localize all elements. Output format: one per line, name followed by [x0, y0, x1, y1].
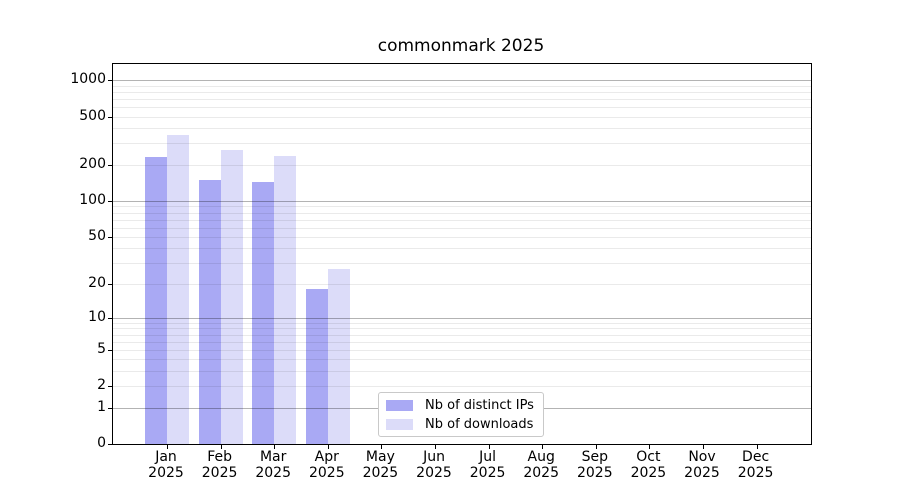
legend-swatch-downloads — [386, 418, 413, 430]
grid-line-minor — [113, 236, 811, 238]
grid-line-minor — [113, 263, 811, 265]
grid-line-minor — [113, 248, 811, 250]
y-tick-label: 0 — [97, 435, 106, 451]
y-tick-label: 1000 — [70, 71, 106, 88]
grid-line-minor — [113, 227, 811, 229]
grid-line-minor — [113, 322, 811, 324]
y-tick-mark — [108, 164, 113, 166]
x-tick-label-dec: Dec 2025 — [737, 449, 774, 481]
grid-line-minor — [113, 328, 811, 330]
grid-line-minor — [113, 116, 811, 118]
grid-line-minor — [113, 85, 811, 87]
y-tick-label: 1 — [97, 398, 106, 415]
y-tick-mark — [108, 349, 113, 351]
y-tick-mark — [108, 80, 113, 82]
grid-line-minor — [113, 206, 811, 208]
y-tick-mark — [108, 317, 113, 319]
bar-downloads-jan — [167, 134, 189, 444]
chart-title: commonmark 2025 — [377, 36, 545, 56]
grid-line-minor — [113, 359, 811, 361]
x-tick-label-aug: Aug 2025 — [523, 449, 559, 481]
bar-downloads-apr — [327, 268, 350, 444]
grid-line-major — [113, 80, 811, 82]
grid-line-minor — [113, 283, 811, 285]
x-tick-label-apr: Apr 2025 — [308, 449, 345, 481]
legend-item-downloads: Nb of downloads — [386, 417, 543, 432]
x-tick-mark — [703, 445, 704, 449]
bar-distinct-ips-mar — [252, 181, 275, 444]
x-tick-mark — [595, 445, 597, 449]
grid-line-minor — [113, 106, 811, 108]
x-tick-label-nov: Nov 2025 — [684, 449, 720, 481]
bar-downloads-mar — [274, 155, 297, 444]
x-tick-label-oct: Oct 2025 — [630, 449, 667, 481]
x-tick-mark — [649, 445, 651, 449]
bar-distinct-ips-apr — [305, 288, 328, 444]
x-tick-label-mar: Mar 2025 — [255, 449, 291, 481]
legend-item-distinct-ips: Nb of distinct IPs — [386, 398, 543, 413]
grid-line-minor — [113, 386, 811, 388]
x-tick-label-sep: Sep 2025 — [576, 449, 613, 481]
grid-line-minor — [113, 164, 811, 166]
x-tick-label-jan: Jan 2025 — [148, 449, 184, 481]
grid-line-minor — [113, 212, 811, 214]
x-tick-mark — [488, 445, 490, 449]
y-tick-mark — [108, 283, 113, 285]
x-tick-label-jul: Jul 2025 — [469, 449, 506, 481]
grid-line-minor — [113, 91, 811, 93]
legend: Nb of distinct IPs Nb of downloads — [378, 392, 544, 437]
y-tick-label: 200 — [79, 155, 106, 172]
bar-downloads-feb — [220, 149, 243, 444]
grid-line-minor — [113, 341, 811, 343]
legend-swatch-distinct-ips — [386, 399, 413, 411]
grid-line-minor — [113, 98, 811, 100]
x-tick-mark — [542, 445, 544, 449]
y-tick-mark — [108, 116, 113, 118]
x-tick-mark — [220, 445, 222, 449]
x-tick-mark — [381, 445, 383, 449]
x-tick-mark — [274, 445, 276, 449]
x-tick-mark — [435, 445, 436, 449]
y-tick-label: 50 — [88, 227, 106, 244]
grid-line-minor — [113, 219, 811, 221]
grid-line-minor — [113, 371, 811, 372]
grid-line-minor — [113, 349, 811, 351]
x-tick-label-jun: Jun 2025 — [416, 449, 452, 481]
y-tick-mark — [108, 444, 113, 445]
y-tick-label: 500 — [79, 107, 106, 124]
y-tick-mark — [108, 407, 113, 409]
y-tick-label: 10 — [88, 308, 106, 325]
y-tick-label: 2 — [97, 377, 106, 394]
grid-line-major — [113, 200, 811, 202]
x-tick-label-feb: Feb 2025 — [201, 449, 238, 481]
x-tick-mark — [327, 445, 329, 449]
y-tick-mark — [108, 236, 113, 238]
grid-line-minor — [113, 334, 811, 336]
x-tick-mark — [167, 445, 168, 449]
y-tick-mark — [108, 386, 113, 388]
legend-label-distinct-ips: Nb of distinct IPs — [425, 397, 534, 413]
plot-area — [108, 63, 812, 449]
legend-label-downloads: Nb of downloads — [425, 416, 534, 432]
bar-distinct-ips-jan — [145, 157, 167, 444]
y-tick-label: 20 — [88, 274, 106, 291]
y-tick-label: 5 — [97, 340, 106, 357]
grid-line-minor — [113, 128, 811, 130]
x-tick-mark — [756, 445, 758, 449]
bar-distinct-ips-feb — [198, 180, 221, 444]
grid-line-minor — [113, 143, 811, 145]
y-tick-label: 100 — [79, 191, 106, 208]
x-tick-label-may: May 2025 — [362, 449, 399, 481]
y-tick-mark — [108, 200, 113, 202]
grid-line-major — [113, 317, 811, 319]
